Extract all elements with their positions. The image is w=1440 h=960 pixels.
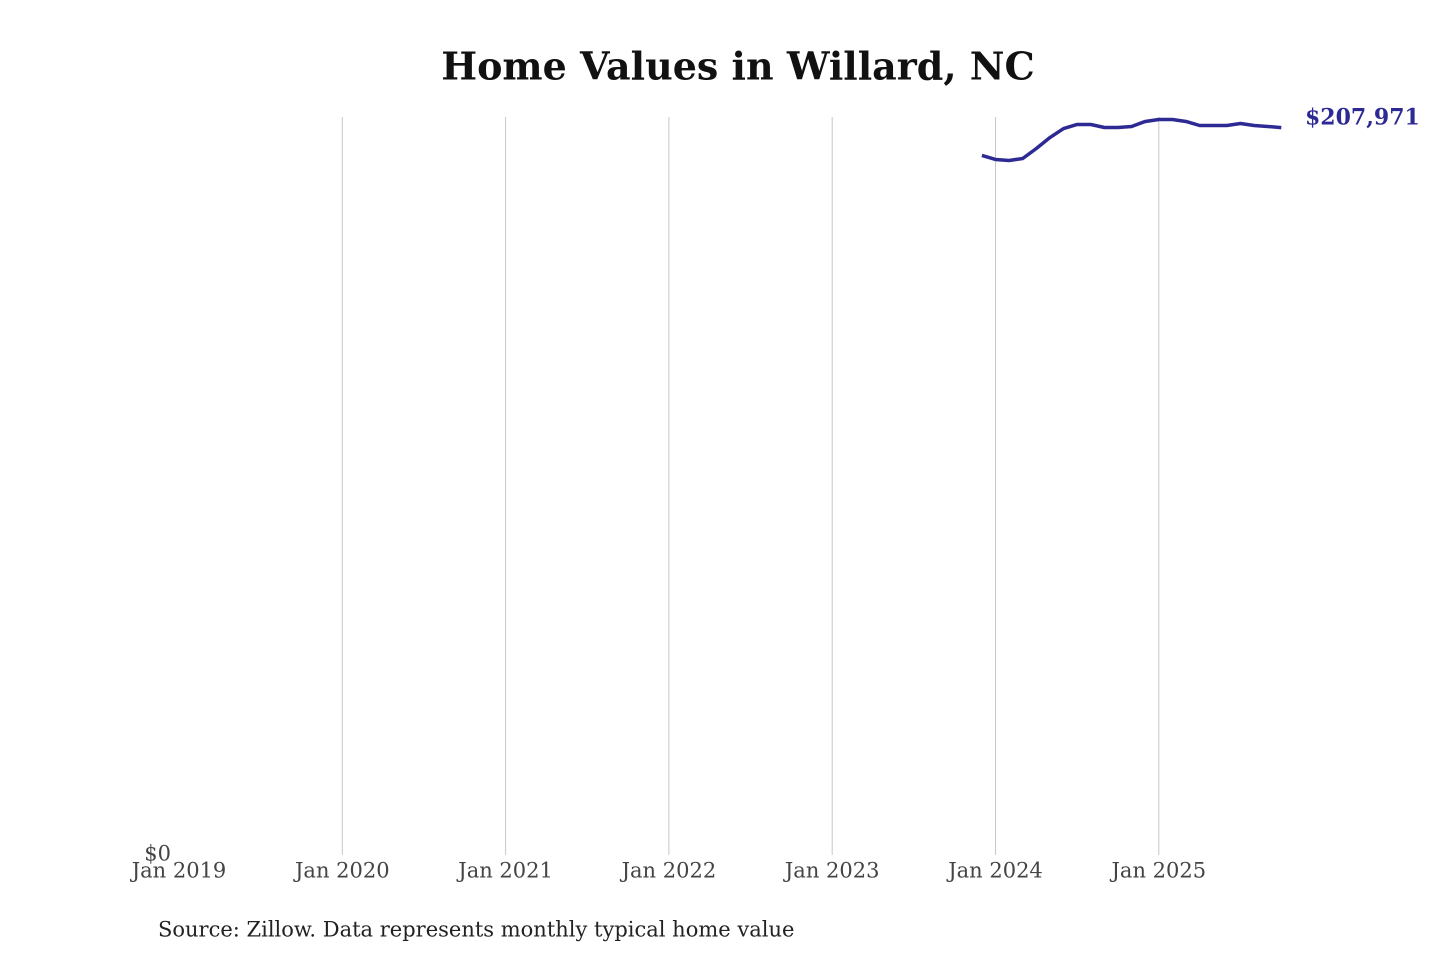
x-tick-label: Jan 2020 [293,859,390,883]
y-tick-label: $0 [144,842,171,866]
chart-title: Home Values in Willard, NC [441,44,1035,89]
x-tick-label: Jan 2024 [946,859,1043,883]
x-tick-label: Jan 2023 [783,859,880,883]
end-value-label: $207,971 [1305,105,1420,131]
x-tick-label: Jan 2021 [456,859,553,883]
line-series [981,117,1282,163]
source-note: Source: Zillow. Data represents monthly … [158,918,794,942]
x-tick-label: Jan 2025 [1110,859,1207,883]
x-tick-label: Jan 2019 [130,859,227,883]
x-tick-label: Jan 2022 [620,859,717,883]
